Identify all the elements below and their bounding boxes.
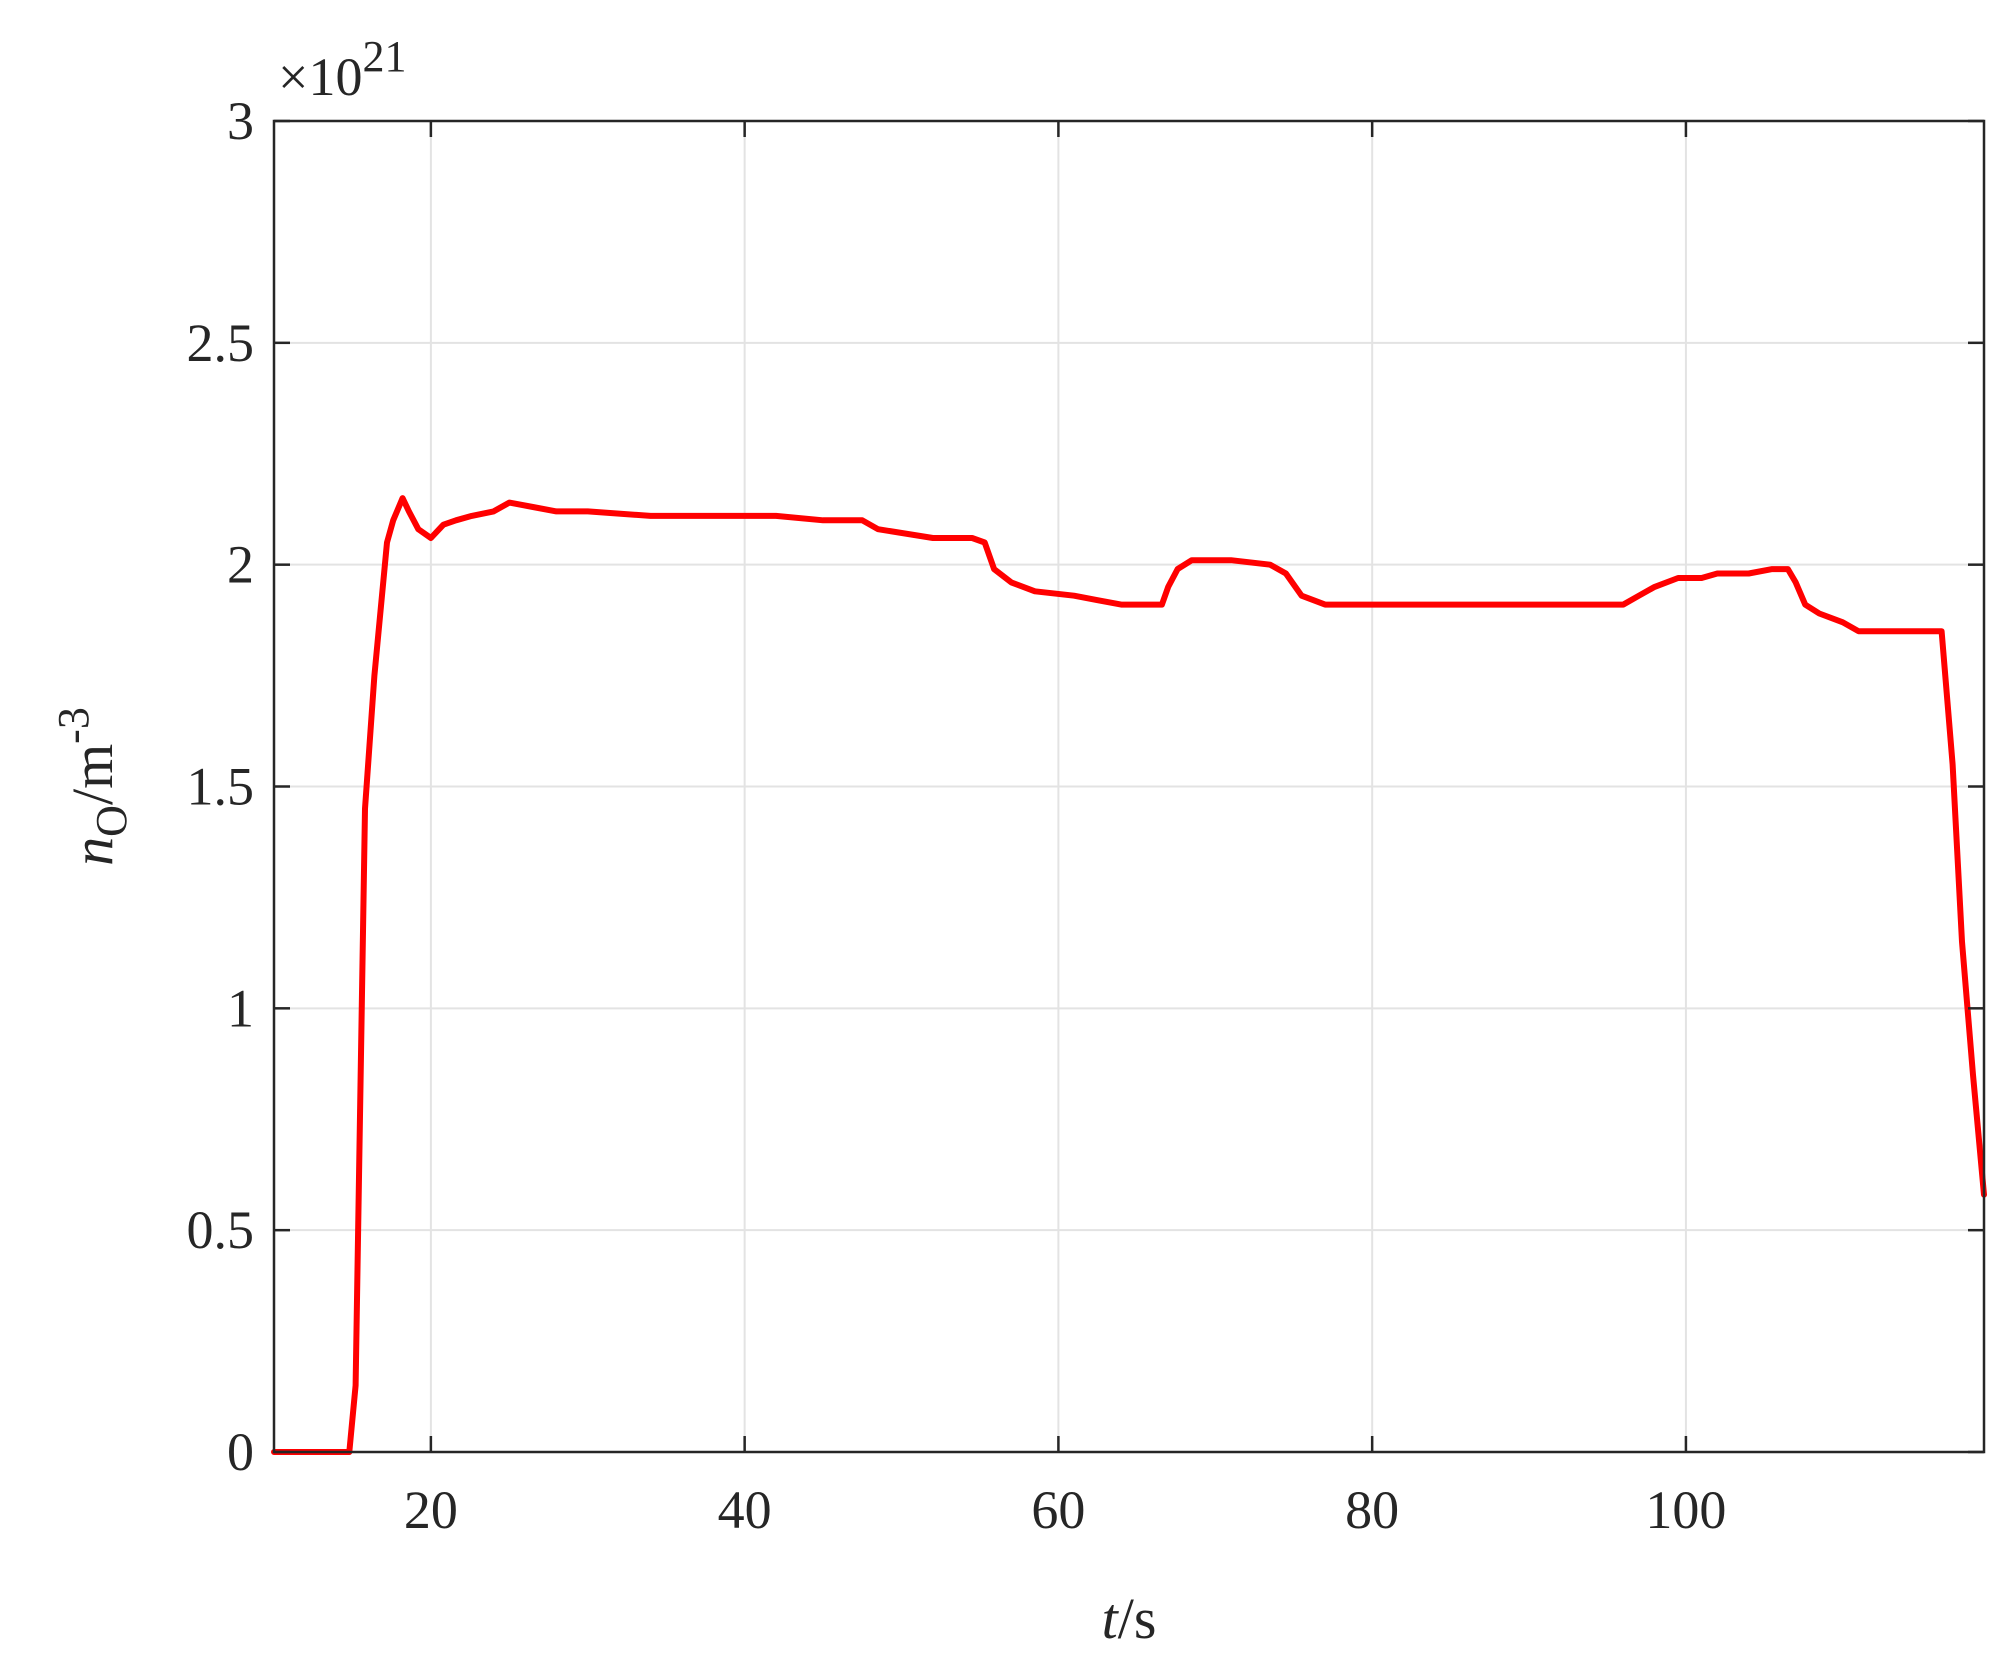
y-axis-subscript: O [87, 805, 136, 837]
y-multiplier-exponent: 21 [362, 32, 406, 81]
y-tick-label: 2 [227, 535, 254, 595]
x-axis-variable: t [1102, 1586, 1120, 1651]
x-axis-unit: /s [1118, 1586, 1157, 1651]
y-tick-label: 3 [227, 91, 254, 151]
y-tick-label: 1.5 [187, 757, 255, 817]
axis-ticks [274, 119, 1984, 1454]
y-tick-label: 0 [227, 1422, 254, 1482]
y-multiplier-label: ×1021 [278, 32, 406, 107]
x-tick-label: 20 [404, 1480, 458, 1540]
y-axis-label: nO/m-3 [49, 707, 136, 866]
y-tick-label: 2.5 [187, 313, 255, 373]
y-axis-variable: n [60, 837, 125, 866]
y-tick-label: 1 [227, 978, 254, 1038]
x-axis-label: t/s [1102, 1586, 1157, 1651]
tick-labels: 20 40 60 80 100 0 0.5 1 1.5 2 2.5 3 [187, 91, 1727, 1540]
y-axis-superscript: -3 [49, 707, 98, 744]
y-multiplier-base: ×10 [278, 47, 362, 107]
x-tick-label: 60 [1031, 1480, 1085, 1540]
grid-lines [274, 121, 1984, 1452]
series-layer [271, 495, 1987, 1455]
x-tick-label: 80 [1345, 1480, 1399, 1540]
series-line [271, 495, 1987, 1455]
x-tick-label: 100 [1645, 1480, 1726, 1540]
x-tick-label: 40 [718, 1480, 772, 1540]
y-tick-label: 0.5 [187, 1200, 255, 1260]
y-axis-unit: /m [60, 744, 125, 805]
